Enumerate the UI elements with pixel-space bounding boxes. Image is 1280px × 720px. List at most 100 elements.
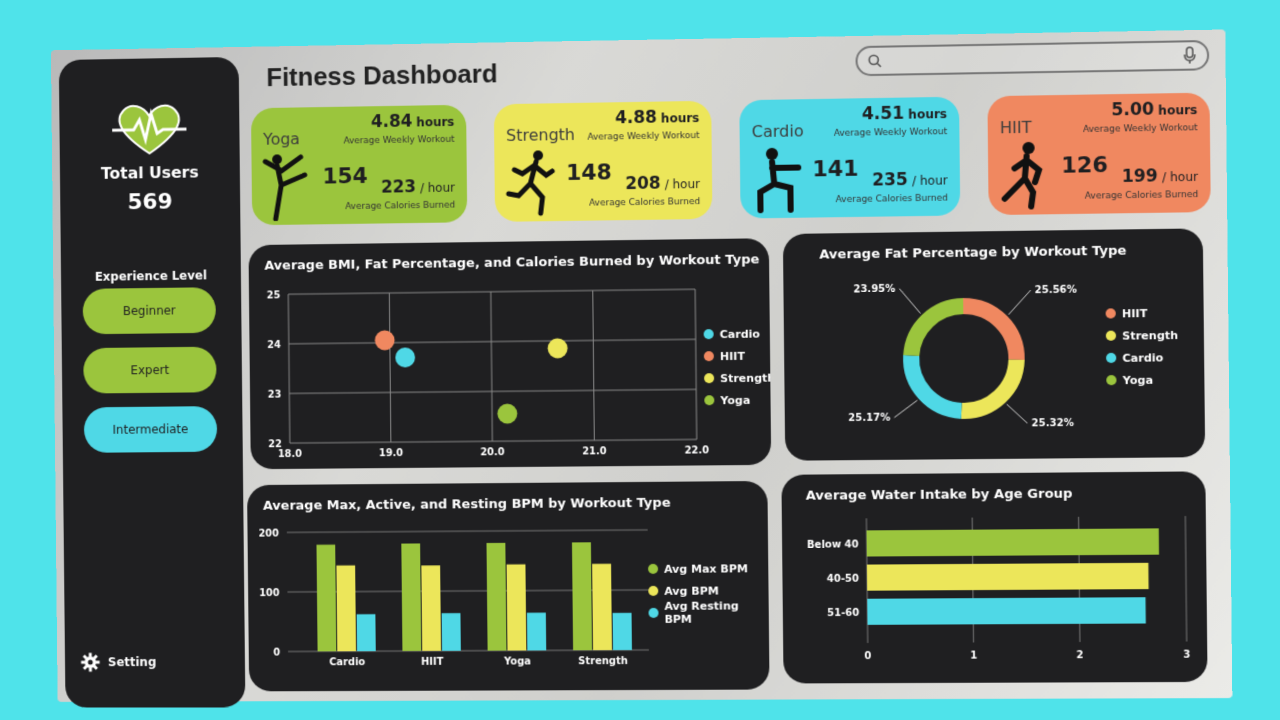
donut-slice-label: 23.95% (853, 284, 895, 296)
bar-avg-max-bpm (401, 543, 421, 651)
microphone-icon[interactable] (1182, 46, 1197, 64)
y-tick-label: 40-50 (827, 574, 859, 585)
gear-icon (81, 652, 101, 672)
bar-below-40 (867, 528, 1159, 556)
scatter-point-hiit (375, 330, 395, 350)
squat-icon (750, 143, 803, 214)
card-workout-name: Cardio (752, 121, 804, 141)
bar-avg-bpm (592, 564, 612, 650)
card-weekly-hours: 4.88 hours (615, 107, 700, 128)
legend-item-yoga: Yoga (704, 389, 771, 412)
y-tick-label: Below 40 (807, 539, 859, 550)
runner-icon (504, 147, 556, 218)
card-weekly-hours: 4.51 hours (862, 103, 947, 124)
card-user-count: 126 (1061, 153, 1108, 179)
y-tick-label: 23 (268, 390, 282, 401)
yoga-pose-icon (261, 151, 313, 221)
card-workout-name: Yoga (263, 129, 300, 148)
bar-avg-resting-bpm (527, 613, 546, 651)
legend-item-strength: Strength (704, 367, 771, 390)
y-tick-label: 100 (259, 588, 280, 599)
card-hours-label: Average Weekly Workout (343, 135, 454, 147)
heart-pulse-icon (110, 99, 189, 160)
card-calories: 235/ hour (872, 169, 948, 190)
x-tick-label: 18.0 (278, 449, 302, 460)
sidebar: Total Users 569 Experience Level Beginne… (59, 57, 246, 708)
x-tick-label: Strength (578, 656, 628, 667)
bar-51-60 (867, 597, 1146, 625)
search-icon (868, 54, 882, 68)
grid-line-x (695, 289, 697, 439)
x-tick-label: Yoga (503, 656, 531, 667)
kpi-card-cardio: Cardio 4.51 hours Average Weekly Workout … (739, 97, 960, 219)
scatter-point-cardio (395, 347, 415, 367)
donut-slice-strength (961, 360, 1017, 411)
page-title: Fitness Dashboard (266, 58, 497, 93)
bar-avg-bpm (507, 564, 527, 650)
card-calories-label: Average Calories Burned (345, 201, 455, 213)
scatter-chart: 18.0 19.0 20.0 21.0 22.022232425 (248, 238, 771, 469)
y-tick-label: 25 (267, 290, 281, 301)
grid-line-x (491, 292, 493, 442)
athlete-icon (998, 140, 1052, 211)
dashboard-frame: Total Users 569 Experience Level Beginne… (51, 30, 1232, 702)
donut-panel: Average Fat Percentage by Workout Type 2… (783, 228, 1205, 460)
card-calories: 199/ hour (1122, 166, 1199, 187)
bar-avg-bpm (336, 565, 356, 651)
y-tick-label: 0 (273, 648, 280, 659)
setting-button[interactable]: Setting (81, 652, 157, 672)
bar-avg-max-bpm (572, 542, 592, 650)
level-expert-button[interactable]: Expert (83, 347, 216, 394)
card-workout-name: HIIT (1000, 118, 1032, 138)
legend-item-cardio: Cardio (1106, 346, 1179, 369)
scatter-legend: Cardio HIIT Strength Yoga (704, 322, 772, 411)
donut-leader-line (1008, 290, 1030, 314)
donut-slice-yoga (911, 306, 964, 355)
y-tick-label: 51-60 (827, 608, 859, 619)
grid-line-y (287, 530, 648, 533)
donut-leader-line (894, 400, 917, 417)
donut-legend: HIIT Strength Cardio Yoga (1105, 302, 1178, 392)
grid-line-y (289, 389, 696, 393)
grid-line-x (1185, 516, 1186, 641)
scatter-point-yoga (497, 404, 517, 424)
scatter-panel: Average BMI, Fat Percentage, and Calorie… (248, 238, 771, 469)
grid-line-y (288, 289, 695, 294)
card-weekly-hours: 4.84 hours (371, 111, 455, 132)
grid-line-x (593, 291, 595, 441)
card-calories-label: Average Calories Burned (589, 197, 700, 209)
y-tick-label: 24 (267, 340, 281, 351)
card-workout-name: Strength (506, 125, 575, 145)
donut-slice-label: 25.17% (848, 413, 890, 425)
kpi-card-strength: Strength 4.88 hours Average Weekly Workou… (494, 101, 713, 222)
card-hours-label: Average Weekly Workout (834, 127, 948, 139)
bar-avg-max-bpm (316, 545, 336, 652)
level-intermediate-button[interactable]: Intermediate (84, 406, 217, 453)
level-beginner-button[interactable]: Beginner (83, 287, 216, 334)
x-tick-label: 2 (1076, 650, 1083, 661)
card-user-count: 148 (566, 160, 612, 186)
search-input[interactable] (855, 40, 1209, 76)
donut-slice-label: 25.32% (1031, 418, 1073, 430)
card-calories: 223/ hour (381, 177, 455, 198)
bar-avg-resting-bpm (357, 614, 376, 651)
legend-item-hiit: HIIT (1105, 302, 1178, 325)
legend-item-avg-resting-bpm: Avg Resting BPM (648, 601, 768, 624)
y-tick-label: 200 (258, 528, 279, 539)
x-tick-label: 0 (864, 651, 871, 662)
grid-line-y (290, 439, 697, 443)
card-calories-label: Average Calories Burned (1085, 190, 1199, 202)
legend-item-yoga: Yoga (1106, 368, 1179, 391)
grid-line-x (389, 293, 391, 442)
card-calories-label: Average Calories Burned (835, 194, 947, 206)
legend-item-cardio: Cardio (704, 322, 772, 345)
card-calories: 208/ hour (625, 173, 700, 194)
water-intake-chart: 0 1 2 3 Below 40 40-50 51-60 (781, 471, 1207, 683)
donut-slice-cardio (911, 355, 961, 411)
donut-leader-line (899, 288, 920, 313)
experience-level-label: Experience Level (61, 268, 241, 284)
x-tick-label: HIIT (421, 657, 444, 668)
total-users-label: Total Users (60, 162, 240, 183)
bar-avg-resting-bpm (613, 613, 632, 650)
x-tick-label: 22.0 (684, 445, 709, 456)
